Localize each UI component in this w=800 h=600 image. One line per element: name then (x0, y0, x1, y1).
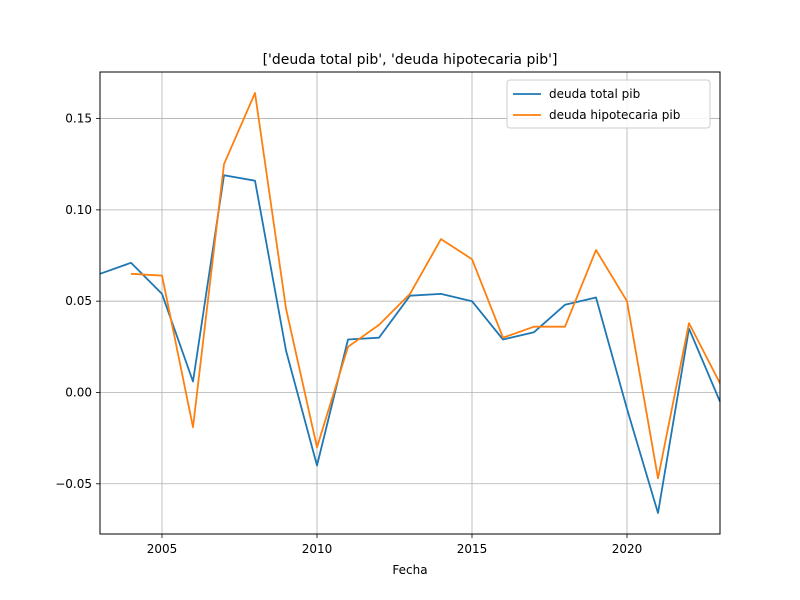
x-tick-label: 2005 (147, 542, 178, 556)
series-layer (99, 92, 721, 514)
series-line-1 (130, 92, 721, 480)
legend-label-1: deuda hipotecaria pib (549, 108, 680, 122)
legend-label-0: deuda total pib (549, 87, 640, 101)
y-tick-label: 0.10 (65, 203, 92, 217)
ticks: 2005 2010 2015 2020 −0.05 0.00 0.05 0.10 0.15 (55, 112, 642, 556)
axes-frame (99, 71, 721, 535)
y-tick-label: 0.05 (65, 294, 92, 308)
legend: deuda total pib deuda hipotecaria pib (506, 79, 711, 129)
x-axis-label: Fecha (392, 563, 427, 577)
series-line-0 (99, 174, 721, 514)
x-tick-label: 2015 (457, 542, 488, 556)
x-tick-label: 2010 (302, 542, 333, 556)
chart-title: ['deuda total pib', 'deuda hipotecaria p… (263, 52, 558, 68)
x-tick-label: 2020 (612, 542, 643, 556)
legend-box (506, 79, 711, 129)
y-tick-label: 0.15 (65, 112, 92, 126)
y-tick-label: 0.00 (65, 385, 92, 399)
y-tick-label: −0.05 (55, 477, 92, 491)
